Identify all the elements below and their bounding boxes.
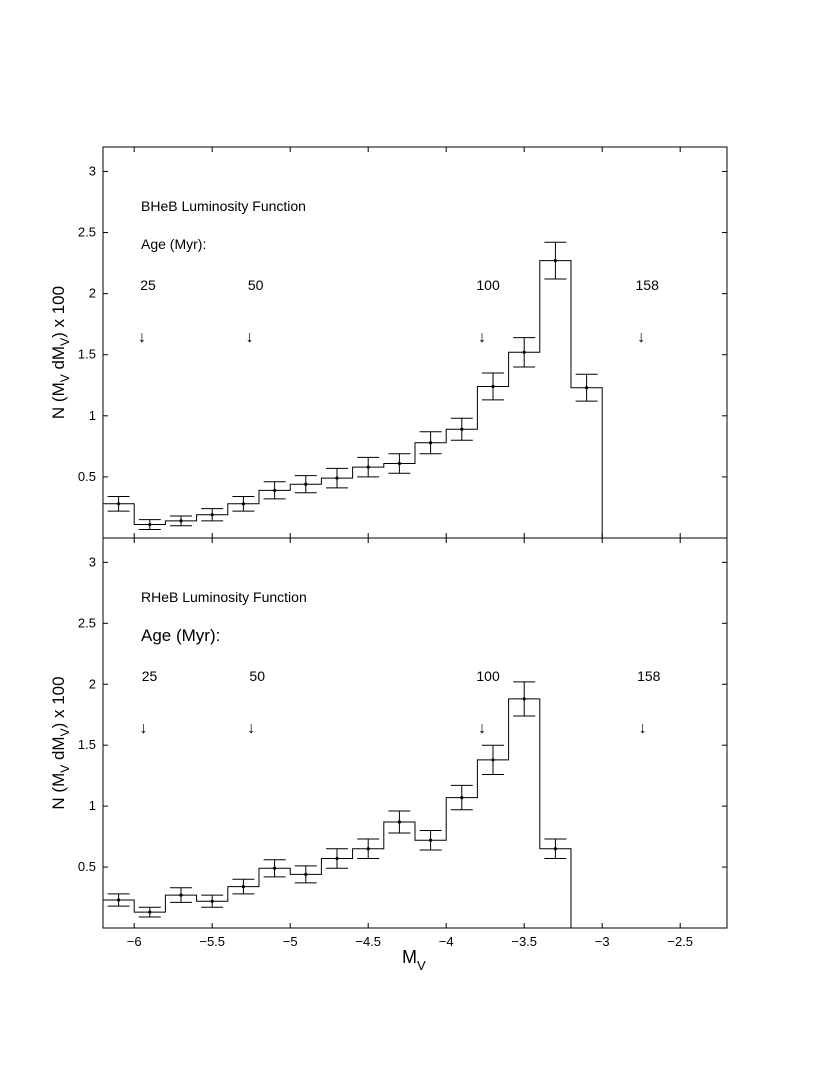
panel-title: BHeB Luminosity Function <box>141 198 306 214</box>
histogram-step-line <box>103 698 572 928</box>
y-axis-title-part: ) x 100 <box>49 676 68 728</box>
y-axis-title-subscript: V <box>58 728 72 736</box>
data-point <box>148 910 152 914</box>
data-point <box>241 502 245 506</box>
age-value: 50 <box>248 277 264 293</box>
data-point <box>397 820 401 824</box>
age-arrow: ↓ <box>246 329 254 346</box>
x-tick-label: −4 <box>439 934 454 949</box>
data-point <box>148 522 152 527</box>
data-point <box>491 384 495 389</box>
age-arrow: ↓ <box>478 720 486 737</box>
data-point <box>366 465 370 469</box>
y-tick-label: 1.5 <box>78 347 96 362</box>
y-axis-title-subscript: V <box>58 374 72 382</box>
age-arrow: ↓ <box>637 329 645 346</box>
age-label: Age (Myr): <box>141 236 206 252</box>
x-axis-title-part: M <box>402 947 417 967</box>
x-axis-title: MV <box>402 947 426 973</box>
data-point <box>553 847 558 851</box>
y-tick-label: 1.5 <box>78 737 96 752</box>
data-point <box>335 476 339 480</box>
data-point <box>522 350 526 354</box>
data-point <box>429 838 433 842</box>
plot-frame <box>102 537 728 929</box>
y-tick-label: 1 <box>89 408 96 423</box>
age-arrow: ↓ <box>639 720 647 737</box>
data-point <box>429 441 433 445</box>
data-point <box>117 898 121 902</box>
y-axis-title-part: ) x 100 <box>49 286 68 338</box>
y-tick-label: 0.5 <box>78 469 96 484</box>
panel-title: RHeB Luminosity Function <box>141 589 307 605</box>
y-tick-label: 2.5 <box>78 615 96 630</box>
histogram-step-line <box>103 260 603 538</box>
y-tick-label: 0.5 <box>78 859 96 874</box>
x-tick-label: −4.5 <box>355 934 381 949</box>
age-arrow: ↓ <box>478 329 486 346</box>
age-value: 100 <box>476 668 500 684</box>
age-value: 25 <box>140 277 156 293</box>
y-axis-title: N (MV dMV) x 100 <box>49 676 72 809</box>
data-point <box>179 519 183 523</box>
data-point <box>117 502 121 506</box>
y-tick-label: 2 <box>89 676 96 691</box>
y-axis-title-part: dM <box>49 736 68 764</box>
x-axis-title-subscript: V <box>417 958 426 973</box>
y-axis-title-part: N (M <box>49 382 68 419</box>
x-tick-label: −2.5 <box>667 934 693 949</box>
bheb-panel: 0.5 1 1.5 2 2.5 3 BHeB Luminosity Function Age … <box>49 146 728 539</box>
age-value: 50 <box>249 668 265 684</box>
y-tick-label: 3 <box>89 554 96 569</box>
x-tick-label: −3.5 <box>511 934 537 949</box>
age-arrow: ↓ <box>138 329 146 346</box>
age-value: 158 <box>636 277 660 293</box>
x-tick-label: −6 <box>127 934 142 949</box>
y-axis-title-subscript: V <box>58 765 72 773</box>
data-point <box>241 884 245 889</box>
data-point <box>210 513 214 517</box>
data-point <box>304 482 308 486</box>
data-point <box>460 795 464 800</box>
data-point <box>304 872 308 876</box>
y-axis-title-subscript: V <box>58 338 72 346</box>
x-tick-label: −3 <box>595 934 610 949</box>
rheb-panel: 0.5 1 1.5 2 2.5 3 −6 −5.5 −5 −4.5 −4 −3.5 −3 −2.5 RHeB… <box>49 537 728 973</box>
age-value: 25 <box>142 668 158 684</box>
data-point <box>491 758 495 762</box>
data-point <box>522 697 526 701</box>
data-point <box>273 866 277 870</box>
y-tick-label: 3 <box>89 163 96 178</box>
data-point <box>397 461 401 466</box>
y-tick-label: 2 <box>89 286 96 301</box>
y-tick-label: 2.5 <box>78 225 96 240</box>
y-axis-title-part: dM <box>49 346 68 374</box>
y-axis-title-part: N (M <box>49 773 68 810</box>
data-point <box>273 488 277 492</box>
age-value: 158 <box>637 668 661 684</box>
data-point <box>335 856 339 861</box>
y-tick-label: 1 <box>89 798 96 813</box>
data-point <box>366 847 370 851</box>
data-point <box>585 386 589 390</box>
x-tick-label: −5 <box>283 934 298 949</box>
age-label: Age (Myr): <box>141 626 220 645</box>
data-point <box>460 427 464 431</box>
y-axis-title: N (MV dMV) x 100 <box>49 286 72 419</box>
data-point <box>179 893 183 897</box>
age-value: 100 <box>476 277 500 293</box>
data-point <box>210 899 214 903</box>
x-tick-label: −5.5 <box>199 934 225 949</box>
data-point <box>553 259 558 263</box>
age-arrow: ↓ <box>247 720 255 737</box>
age-arrow: ↓ <box>140 720 148 737</box>
